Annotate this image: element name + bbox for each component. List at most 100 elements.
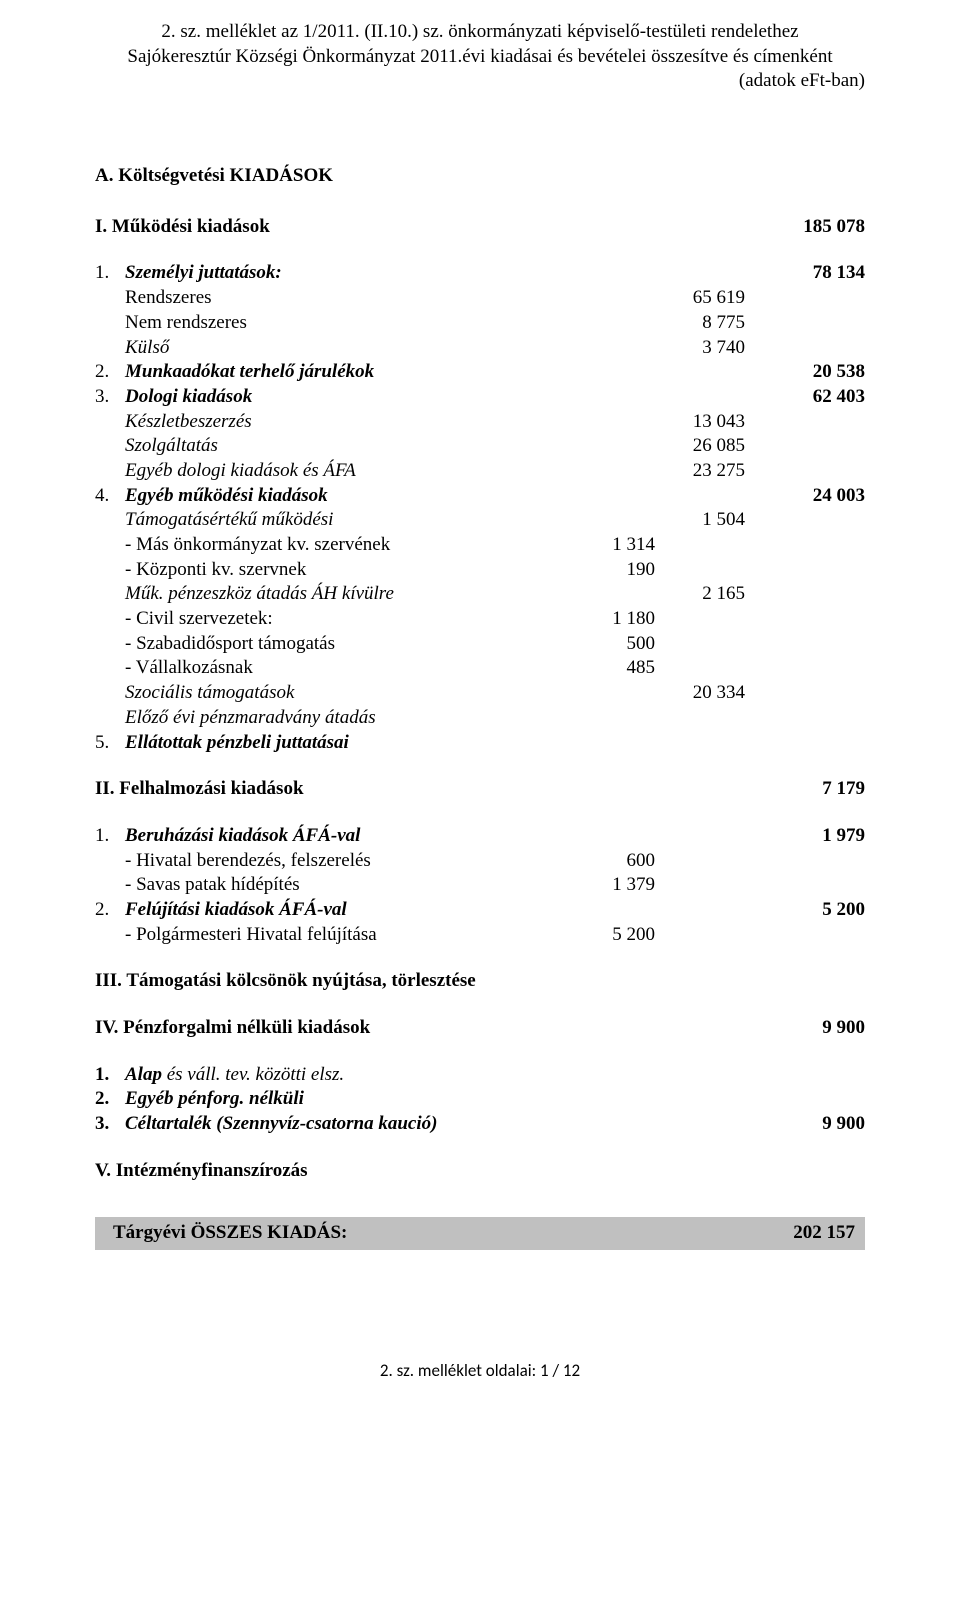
value: 2 165 [655, 582, 745, 607]
value: 1 314 [565, 533, 655, 558]
label: Céltartalék (Szennyvíz-csatorna kaució) [125, 1112, 565, 1137]
value: 600 [565, 849, 655, 874]
label: Külső [125, 336, 565, 361]
row-i4-s4: Előző évi pénzmaradvány átadás [95, 706, 865, 731]
row-i1-sub1: Nem rendszeres 8 775 [95, 311, 865, 336]
value: 500 [565, 632, 655, 657]
num: 1. [95, 824, 125, 849]
label: Műk. pénzeszköz átadás ÁH kívülre [125, 582, 565, 607]
value: 5 200 [565, 923, 655, 948]
row-III: III. Támogatási kölcsönök nyújtása, törl… [95, 969, 865, 994]
row-V: V. Intézményfinanszírozás [95, 1159, 865, 1184]
num: 5. [95, 731, 125, 756]
value: 78 134 [745, 261, 865, 286]
value: 3 740 [655, 336, 745, 361]
row-ii2-sub0: - Polgármesteri Hivatal felújítása 5 200 [95, 923, 865, 948]
label: - Vállalkozásnak [125, 656, 565, 681]
header-line-1: 2. sz. melléklet az 1/2011. (II.10.) sz.… [95, 20, 865, 45]
label: Szolgáltatás [125, 434, 565, 459]
value: 24 003 [745, 484, 865, 509]
row-i4-s1: Támogatásértékű működési 1 504 [95, 508, 865, 533]
row-i1-sub2: Külső 3 740 [95, 336, 865, 361]
label: Előző évi pénzmaradvány átadás [125, 706, 565, 731]
num: 2. [95, 1087, 125, 1112]
label: Személyi juttatások: [125, 261, 565, 286]
label: III. Támogatási kölcsönök nyújtása, törl… [95, 969, 565, 994]
row-i4-s2b: - Szabadidősport támogatás 500 [95, 632, 865, 657]
num: 3. [95, 385, 125, 410]
value: 8 775 [655, 311, 745, 336]
row-i4-s1a: - Más önkormányzat kv. szervének 1 314 [95, 533, 865, 558]
label: Egyéb működési kiadások [125, 484, 565, 509]
value: 65 619 [655, 286, 745, 311]
value: 7 179 [745, 777, 865, 802]
num: 3. [95, 1112, 125, 1137]
label: Készletbeszerzés [125, 410, 565, 435]
row-II: II. Felhalmozási kiadások 7 179 [95, 777, 865, 802]
value: 20 334 [655, 681, 745, 706]
num: 2. [95, 898, 125, 923]
value: 9 900 [745, 1016, 865, 1041]
num: 4. [95, 484, 125, 509]
row-iv3: 3. Céltartalék (Szennyvíz-csatorna kauci… [95, 1112, 865, 1137]
label: - Savas patak hídépítés [125, 873, 565, 898]
value: 9 900 [745, 1112, 865, 1137]
label: Rendszeres [125, 286, 565, 311]
value: 23 275 [655, 459, 745, 484]
label: Egyéb pénforg. nélküli [125, 1087, 565, 1112]
value: 185 078 [745, 215, 865, 240]
document-header: 2. sz. melléklet az 1/2011. (II.10.) sz.… [95, 20, 865, 94]
row-i5: 5. Ellátottak pénzbeli juttatásai [95, 731, 865, 756]
label: - Civil szervezetek: [125, 607, 565, 632]
row-i4-s2a: - Civil szervezetek: 1 180 [95, 607, 865, 632]
row-i3: 3. Dologi kiadások 62 403 [95, 385, 865, 410]
label: Alap és váll. tev. közötti elsz. [125, 1063, 565, 1088]
num: 2. [95, 360, 125, 385]
label: Felújítási kiadások ÁFÁ-val [125, 898, 565, 923]
label: II. Felhalmozási kiadások [95, 777, 565, 802]
row-i4-s3: Szociális támogatások 20 334 [95, 681, 865, 706]
label: Munkaadókat terhelő járulékok [125, 360, 565, 385]
row-i4-s1b: - Központi kv. szervnek 190 [95, 558, 865, 583]
page-footer: 2. sz. melléklet oldalai: 1 / 12 [95, 1360, 865, 1382]
row-i3-sub2: Egyéb dologi kiadások és ÁFA 23 275 [95, 459, 865, 484]
value: 1 379 [565, 873, 655, 898]
value: 13 043 [655, 410, 745, 435]
label: Egyéb dologi kiadások és ÁFA [125, 459, 565, 484]
value: 62 403 [745, 385, 865, 410]
row-i4-s2c: - Vállalkozásnak 485 [95, 656, 865, 681]
value: 5 200 [745, 898, 865, 923]
num: 1. [95, 261, 125, 286]
label: - Polgármesteri Hivatal felújítása [125, 923, 565, 948]
row-I: I. Működési kiadások 185 078 [95, 215, 865, 240]
row-i4-s2: Műk. pénzeszköz átadás ÁH kívülre 2 165 [95, 582, 865, 607]
value: 1 180 [565, 607, 655, 632]
label: Szociális támogatások [125, 681, 565, 706]
num: 1. [95, 1063, 125, 1088]
page: 2. sz. melléklet az 1/2011. (II.10.) sz.… [0, 0, 960, 1422]
row-i2: 2. Munkaadókat terhelő járulékok 20 538 [95, 360, 865, 385]
label: - Szabadidősport támogatás [125, 632, 565, 657]
label: V. Intézményfinanszírozás [95, 1159, 565, 1184]
label: Beruházási kiadások ÁFÁ-val [125, 824, 565, 849]
section-a-title: A. Költségvetési KIADÁSOK [95, 164, 865, 189]
row-IV: IV. Pénzforgalmi nélküli kiadások 9 900 [95, 1016, 865, 1041]
header-line-3: (adatok eFt-ban) [95, 69, 865, 94]
label: Ellátottak pénzbeli juttatásai [125, 731, 565, 756]
label: Dologi kiadások [125, 385, 565, 410]
row-i1-sub0: Rendszeres 65 619 [95, 286, 865, 311]
row-i4: 4. Egyéb működési kiadások 24 003 [95, 484, 865, 509]
row-i3-sub1: Szolgáltatás 26 085 [95, 434, 865, 459]
label: Nem rendszeres [125, 311, 565, 336]
row-ii1-sub0: - Hivatal berendezés, felszerelés 600 [95, 849, 865, 874]
row-i1: 1. Személyi juttatások: 78 134 [95, 261, 865, 286]
value: 485 [565, 656, 655, 681]
label: I. Működési kiadások [95, 215, 565, 240]
value: 1 979 [745, 824, 865, 849]
label: - Más önkormányzat kv. szervének [125, 533, 565, 558]
total-row: Tárgyévi ÖSSZES KIADÁS: 202 157 [95, 1217, 865, 1250]
row-ii2: 2. Felújítási kiadások ÁFÁ-val 5 200 [95, 898, 865, 923]
total-label: Tárgyévi ÖSSZES KIADÁS: [101, 1221, 735, 1246]
value: 1 504 [655, 508, 745, 533]
row-iv2: 2. Egyéb pénforg. nélküli [95, 1087, 865, 1112]
